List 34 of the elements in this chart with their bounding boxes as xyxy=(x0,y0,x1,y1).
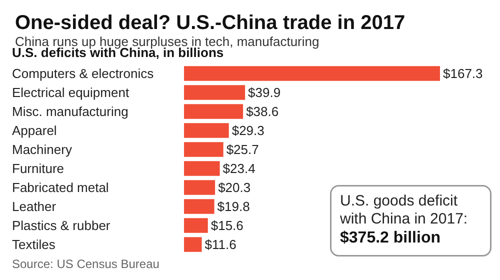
y-tick-label: Machinery xyxy=(12,142,72,157)
bar xyxy=(184,104,244,119)
y-tick-label: Computers & electronics xyxy=(12,66,154,81)
y-tick-label: Misc. manufacturing xyxy=(12,104,128,119)
y-tick-label: Furniture xyxy=(12,161,64,176)
bar xyxy=(184,66,440,81)
y-tick-label: Electrical equipment xyxy=(12,85,130,100)
bar xyxy=(184,199,214,214)
data-label: $39.9 xyxy=(248,85,281,100)
annotation: U.S. goods deficit with China in 2017: xyxy=(339,192,468,228)
chart-title: One-sided deal? U.S.-China trade in 2017 xyxy=(15,12,406,34)
data-label: $167.3 xyxy=(443,66,483,81)
y-tick-label: Apparel xyxy=(12,123,57,138)
data-label: $23.4 xyxy=(222,161,256,176)
y-tick-label: Plastics & rubber xyxy=(12,218,111,233)
data-label: $29.3 xyxy=(232,123,264,138)
data-label: $25.7 xyxy=(226,142,259,157)
annotation: $375.2 billion xyxy=(340,230,440,246)
y-tick-label: Textiles xyxy=(12,237,56,252)
bar xyxy=(184,180,216,195)
data-label: $11.6 xyxy=(204,237,236,252)
bar xyxy=(184,237,202,252)
data-label: $19.8 xyxy=(217,199,250,214)
data-label: $20.3 xyxy=(218,180,251,195)
data-label: $38.6 xyxy=(246,104,279,119)
bar xyxy=(184,123,229,138)
bar xyxy=(184,161,220,176)
y-tick-label: Leather xyxy=(12,199,57,214)
source-note: Source: US Census Bureau xyxy=(12,257,160,271)
data-label: $15.6 xyxy=(210,218,244,233)
bar xyxy=(184,85,246,100)
y-tick-label: Fabricated metal xyxy=(12,180,109,195)
bar xyxy=(184,142,224,157)
bar xyxy=(184,218,208,233)
